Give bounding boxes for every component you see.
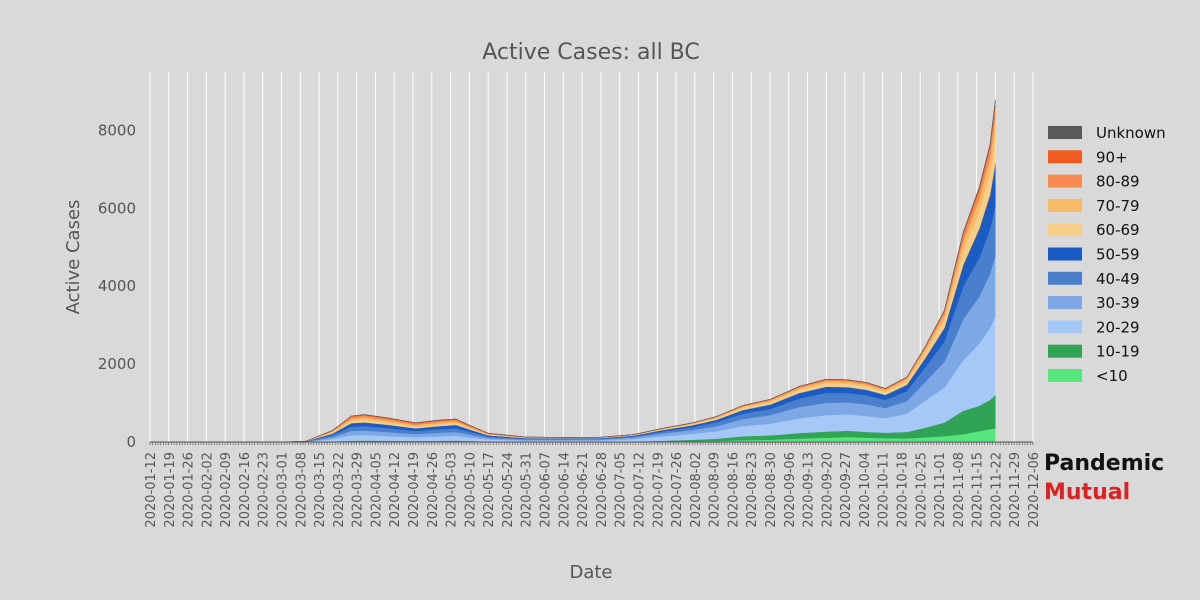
x-tick-label: 2020-03-15 [313,452,328,528]
x-tick-label: 2020-10-11 [877,452,892,528]
x-tick-label: 2020-08-30 [764,452,779,528]
y-tick-labels: 0 2000 4000 6000 8000 [98,121,136,451]
x-tick-label: 2020-06-07 [539,452,554,528]
legend-label: 20-29 [1096,318,1140,336]
x-tick-label: 2020-08-23 [745,452,760,528]
legend-label: Unknown [1096,124,1166,142]
x-tick-label: 2020-11-29 [1008,452,1023,528]
x-tick-label: 2020-03-01 [276,452,291,528]
y-tick-label: 8000 [98,121,136,139]
legend-label: <10 [1096,367,1128,385]
x-tick-label: 2020-05-24 [501,452,516,528]
legend-label: 40-49 [1096,270,1140,288]
x-tick-label: 2020-10-04 [858,452,873,528]
legend-swatch [1048,223,1082,237]
plot-area [150,72,1033,442]
x-tick-label: 2020-04-05 [369,452,384,528]
stacked-areas [281,99,996,443]
x-tick-label: 2020-05-10 [463,452,478,528]
x-tick-label: 2020-04-26 [426,452,441,528]
legend-swatch [1048,320,1082,334]
legend-swatch [1048,126,1082,139]
x-tick-label: 2020-05-17 [482,452,497,528]
brand-logo-line2: Mutual [1044,480,1130,505]
legend-label: 10-19 [1096,343,1140,361]
x-tick-label: 2020-11-08 [952,452,967,528]
legend-label: 80-89 [1096,173,1140,191]
x-tick-label: 2020-06-14 [557,452,572,528]
x-tick-label: 2020-11-22 [989,452,1004,528]
x-tick-label: 2020-07-05 [614,452,629,528]
x-tick-label: 2020-03-29 [351,452,366,528]
x-tick-label: 2020-08-02 [689,452,704,528]
x-tick-label: 2020-11-01 [933,452,948,528]
y-tick-label: 0 [126,433,136,451]
x-tick-label: 2020-09-27 [839,452,854,528]
legend-label: 30-39 [1096,294,1140,312]
chart-title: Active Cases: all BC [482,40,700,65]
y-axis-title: Active Cases [63,200,84,315]
legend-swatch [1048,296,1082,310]
legend-swatch [1048,198,1082,212]
legend-label: 70-79 [1096,197,1140,215]
legend-swatch [1048,150,1082,164]
x-tick-label: 2020-02-23 [257,452,272,528]
x-tick-label: 2020-02-09 [219,452,234,528]
x-tick-label: 2020-05-31 [520,452,535,528]
x-tick-label: 2020-01-26 [182,452,197,528]
x-tick-label: 2020-03-08 [294,452,309,528]
legend-swatch [1048,369,1082,382]
x-tick-label: 2020-06-21 [576,452,591,528]
legend-label: 90+ [1096,148,1128,166]
y-tick-label: 2000 [98,355,136,373]
x-tick-label: 2020-02-02 [200,452,215,528]
x-tick-label: 2020-12-06 [1027,452,1042,528]
area-series-Unknown [281,99,996,443]
x-tick-label: 2020-09-13 [802,452,817,528]
x-tick-label: 2020-08-09 [708,452,723,528]
brand-logo-line1: Pandemic [1044,451,1164,476]
x-tick-label: 2020-06-28 [595,452,610,528]
x-tick-label: 2020-10-25 [914,452,929,528]
x-tick-label: 2020-09-20 [820,452,835,528]
legend-label: 50-59 [1096,246,1140,264]
x-tick-label: 2020-04-12 [388,452,403,528]
x-tick-label: 2020-11-15 [971,452,986,528]
x-tick-label: 2020-07-26 [670,452,685,528]
x-tick-label: 2020-07-19 [651,452,666,528]
y-tick-label: 6000 [98,199,136,217]
x-tick-label: 2020-01-19 [163,452,178,528]
x-tick-label: 2020-07-12 [633,452,648,528]
legend-swatch [1048,344,1082,358]
legend: Unknown 90+ 80-89 70-79 60-69 50-59 40-49 30-39… [1048,124,1166,385]
x-tick-label: 2020-04-19 [407,452,422,528]
x-tick-label: 2020-08-16 [726,452,741,528]
legend-swatch [1048,174,1082,188]
legend-swatch [1048,247,1082,261]
x-tick-labels: 2020-01-12 2020-01-19 2020-01-26 2020-02-02… [144,452,1042,528]
x-tick-label: 2020-05-03 [445,452,460,528]
x-tick-label: 2020-03-22 [332,452,347,528]
x-tick-label: 2020-10-18 [896,452,911,528]
legend-label: 60-69 [1096,221,1140,239]
axes [149,441,1034,445]
x-tick-label: 2020-01-12 [144,452,159,528]
x-axis-title: Date [569,562,612,583]
x-tick-label: 2020-02-16 [238,452,253,528]
legend-swatch [1048,271,1082,285]
y-tick-label: 4000 [98,277,136,295]
x-tick-label: 2020-09-06 [783,452,798,528]
